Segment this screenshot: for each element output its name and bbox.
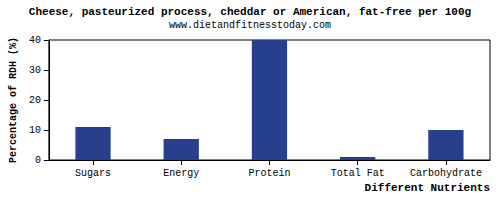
svg-text:10: 10 — [29, 125, 41, 136]
svg-text:20: 20 — [29, 95, 41, 106]
svg-text:40: 40 — [29, 35, 41, 46]
svg-text:Protein: Protein — [248, 168, 290, 179]
svg-text:30: 30 — [29, 65, 41, 76]
svg-text:Cheese, pasteurized process, c: Cheese, pasteurized process, cheddar or … — [29, 6, 471, 18]
svg-text:Total Fat: Total Fat — [331, 168, 385, 179]
svg-text:Percentage of RDH (%): Percentage of RDH (%) — [8, 37, 19, 163]
svg-text:Carbohydrate: Carbohydrate — [410, 168, 482, 179]
svg-text:Sugars: Sugars — [75, 168, 111, 179]
svg-text:Different Nutrients: Different Nutrients — [365, 182, 490, 194]
svg-text:0: 0 — [35, 155, 41, 166]
svg-text:Energy: Energy — [163, 168, 199, 179]
svg-text:www.dietandfitnesstoday.com: www.dietandfitnesstoday.com — [169, 20, 331, 31]
